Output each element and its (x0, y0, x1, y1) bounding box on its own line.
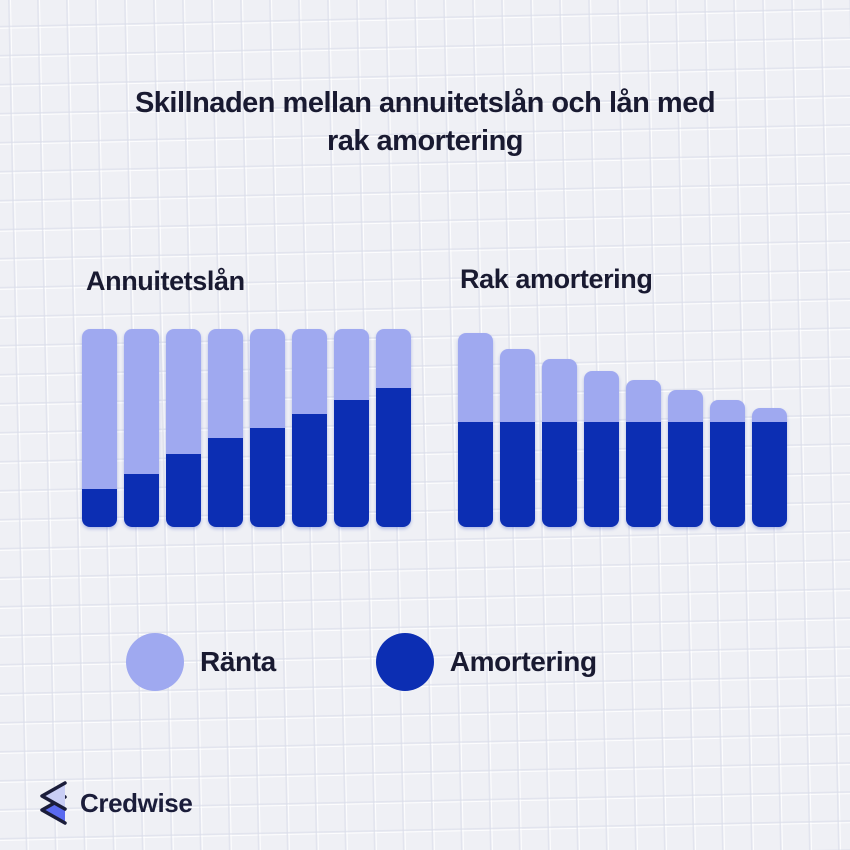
amortering-segment (250, 428, 285, 527)
amortering-segment (458, 422, 493, 527)
amortering-segment (124, 473, 159, 527)
legend-item-amortering: Amortering (375, 633, 597, 691)
stacked-bar (208, 329, 243, 527)
ranta-segment (376, 329, 411, 389)
stacked-bar (82, 329, 117, 527)
ranta-segment (500, 348, 535, 423)
stacked-bar (500, 348, 535, 527)
ranta-segment (208, 329, 243, 438)
amortering-segment (82, 489, 117, 527)
stacked-bar (710, 400, 745, 527)
ranta-segment (626, 380, 661, 423)
amortering-segment (334, 400, 369, 527)
stacked-bar (334, 329, 369, 527)
ranta-segment (752, 408, 787, 423)
ranta-segment (710, 400, 745, 423)
stacked-bar (584, 370, 619, 527)
brand-logo: Credwise (36, 780, 193, 826)
ranta-segment (542, 358, 577, 423)
chart-title-rak-amortering: Rak amortering (460, 264, 653, 294)
ranta-segment (250, 329, 285, 428)
amortering-segment (710, 422, 745, 527)
amortering-segment (376, 388, 411, 527)
stacked-bar (250, 329, 285, 527)
amortering-segment (208, 437, 243, 527)
stacked-bar (542, 358, 577, 527)
stacked-bar (292, 329, 327, 527)
brand-name: Credwise (80, 787, 193, 818)
amortering-segment (542, 422, 577, 527)
amortering-segment (166, 453, 201, 527)
amortering-legend-label: Amortering (449, 646, 597, 677)
stacked-bar (376, 329, 411, 527)
ranta-segment (82, 329, 117, 490)
amortering-segment (668, 422, 703, 527)
legend-item-ranta: Ränta (126, 633, 276, 691)
ranta-color-swatch (126, 633, 184, 691)
ranta-legend-label: Ränta (200, 646, 276, 677)
amortering-segment (626, 422, 661, 527)
ranta-segment (458, 332, 493, 423)
amortering-segment (292, 414, 327, 527)
ranta-segment (292, 329, 327, 415)
amortering-segment (584, 422, 619, 527)
ranta-segment (668, 390, 703, 423)
amortering-segment (752, 422, 787, 527)
stacked-bar (668, 390, 703, 527)
legend: Ränta Amortering (126, 633, 597, 691)
chart-title-annuitetslan: Annuitetslån (86, 266, 245, 296)
amortering-color-swatch (375, 633, 434, 691)
stacked-bar (458, 332, 493, 527)
ranta-segment (124, 329, 159, 474)
ranta-segment (166, 329, 201, 454)
stacked-bar (752, 408, 787, 527)
stacked-bar (124, 329, 159, 527)
ranta-segment (334, 329, 369, 401)
stacked-bar (626, 380, 661, 527)
stacked-bar (166, 329, 201, 527)
rak-amortering-bar-chart (458, 329, 787, 527)
credwise-logo-icon (40, 781, 67, 825)
annuitetslan-bar-chart (82, 329, 411, 527)
page-title: Skillnaden mellan annuitetslån och lån m… (134, 87, 716, 157)
amortering-segment (500, 422, 535, 527)
ranta-segment (584, 370, 619, 423)
